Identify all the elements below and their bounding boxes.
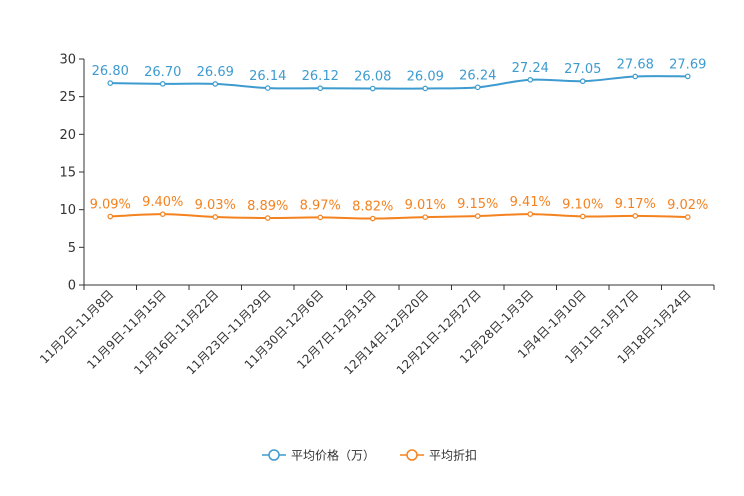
data-point[interactable]: [579, 213, 586, 220]
data-label: 9.41%: [510, 195, 551, 210]
y-tick-label: 5: [68, 241, 76, 256]
data-label: 9.15%: [457, 197, 498, 212]
series-1: 26.80 26.70 26.69 26.14 26.12 26.08 26.09 26.24…: [92, 57, 706, 92]
legend-label: 平均价格（万）: [291, 448, 375, 463]
series-2: 9.09% 9.40% 9.03% 8.89% 8.97% 8.82% 9.01% 9.15%…: [90, 195, 708, 222]
data-point[interactable]: [527, 76, 534, 83]
data-point[interactable]: [317, 85, 324, 92]
data-point[interactable]: [369, 215, 376, 222]
legend-label: 平均折扣: [429, 448, 477, 463]
y-tick-label: 25: [59, 90, 76, 105]
data-label: 26.80: [92, 64, 129, 79]
data-label: 9.17%: [615, 197, 656, 212]
legend-marker-icon: [406, 449, 418, 461]
series-layer: 26.80 26.70 26.69 26.14 26.12 26.08 26.09 26.24…: [90, 57, 708, 222]
data-point[interactable]: [684, 73, 691, 80]
data-point[interactable]: [159, 81, 166, 87]
data-point[interactable]: [684, 214, 691, 220]
data-label: 9.40%: [142, 195, 183, 210]
data-label: 9.09%: [90, 198, 131, 213]
data-point[interactable]: [474, 84, 481, 91]
legend-marker-icon: [268, 449, 280, 461]
legend-item-2[interactable]: 平均折扣: [400, 448, 477, 463]
data-point[interactable]: [264, 215, 271, 221]
data-label: 27.05: [564, 62, 601, 77]
data-label: 27.69: [669, 57, 706, 72]
data-label: 8.82%: [352, 200, 393, 215]
data-point[interactable]: [212, 214, 219, 220]
data-point[interactable]: [632, 73, 639, 80]
y-tick-label: 0: [68, 279, 76, 294]
data-point[interactable]: [264, 85, 271, 91]
data-label: 26.70: [144, 65, 181, 80]
legend[interactable]: 平均价格（万） 平均折扣: [262, 448, 477, 463]
data-label: 26.69: [197, 65, 234, 80]
data-point[interactable]: [422, 214, 429, 220]
series-line: [110, 75, 688, 90]
data-label: 26.09: [407, 69, 444, 84]
data-point[interactable]: [474, 213, 481, 219]
y-tick-label: 15: [59, 166, 76, 181]
series-line: [110, 213, 688, 220]
y-tick-label: 10: [59, 203, 76, 218]
data-point[interactable]: [317, 214, 324, 221]
data-label: 26.14: [249, 69, 286, 84]
data-point[interactable]: [422, 85, 429, 92]
y-tick-label: 30: [59, 53, 76, 68]
data-point[interactable]: [107, 213, 114, 220]
data-label: 8.97%: [300, 198, 341, 213]
y-tick-label: 20: [59, 128, 76, 143]
data-label: 9.02%: [667, 198, 708, 213]
data-label: 8.89%: [247, 199, 288, 214]
data-point[interactable]: [107, 80, 114, 86]
data-point[interactable]: [369, 85, 376, 92]
data-label: 27.24: [512, 61, 549, 76]
data-point[interactable]: [212, 81, 219, 87]
legend-item-1[interactable]: 平均价格（万）: [262, 448, 375, 463]
data-point[interactable]: [527, 211, 534, 217]
data-label: 26.12: [302, 69, 339, 84]
data-label: 26.08: [354, 70, 391, 85]
data-label: 9.10%: [562, 197, 603, 212]
data-label: 9.01%: [405, 198, 446, 213]
data-point[interactable]: [159, 211, 166, 217]
data-point[interactable]: [579, 78, 586, 85]
data-label: 9.03%: [195, 198, 236, 213]
data-label: 27.68: [617, 57, 654, 72]
data-label: 26.24: [459, 68, 496, 83]
data-point[interactable]: [632, 213, 639, 219]
